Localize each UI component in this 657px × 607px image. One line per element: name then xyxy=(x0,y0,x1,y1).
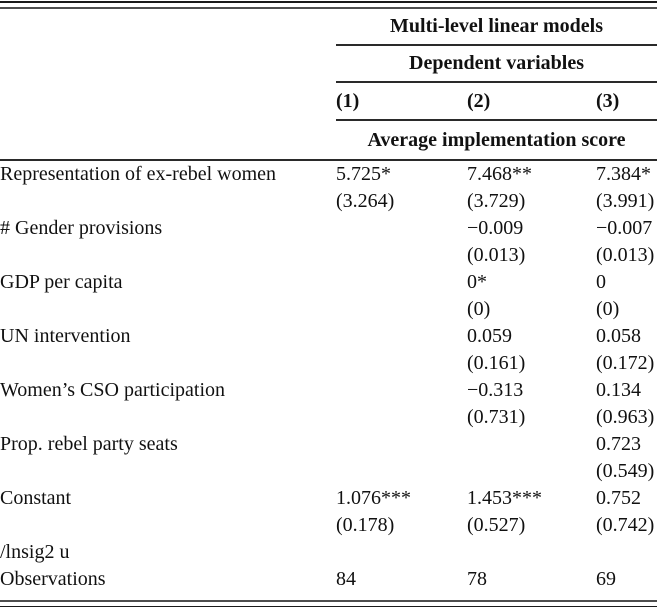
coef-cell: 1.076*** xyxy=(336,487,411,509)
se-cell: (0) xyxy=(467,298,491,320)
se-cell: (0.161) xyxy=(467,352,526,374)
model-number-2: (2) xyxy=(467,82,596,121)
se-cell xyxy=(467,458,596,485)
coef-cell: 0.058 xyxy=(596,325,641,347)
coef-cell xyxy=(336,269,467,296)
empty-cell xyxy=(0,350,336,377)
empty-cell xyxy=(0,296,336,323)
model-number-3: (3) xyxy=(596,82,657,121)
row-label: Women’s CSO participation xyxy=(0,379,226,401)
empty-cell xyxy=(0,188,336,215)
coef-cell: 7.384* xyxy=(596,163,651,185)
empty-cell xyxy=(0,242,336,269)
stat-cell: 84 xyxy=(336,568,356,590)
row-label: # Gender provisions xyxy=(0,217,163,239)
dv-header: Average implementation score xyxy=(336,120,657,161)
model-number-row: (1) (2) (3) xyxy=(0,82,657,121)
se-cell: (0.963) xyxy=(596,406,655,428)
dependent-variables-label: Dependent variables xyxy=(336,45,657,83)
coef-cell: 7.468** xyxy=(467,163,532,185)
row-label: GDP per capita xyxy=(0,271,123,293)
se-cell: (3.729) xyxy=(467,190,526,212)
stat-cell: 78 xyxy=(467,568,487,590)
table-row: UN intervention 0.059 0.058 xyxy=(0,323,657,350)
table-row-se: (0.549) xyxy=(0,458,657,485)
coef-cell: 0.723 xyxy=(596,433,641,455)
se-cell xyxy=(336,350,467,377)
se-cell: (0.172) xyxy=(596,352,655,374)
se-cell: (0.178) xyxy=(336,514,395,536)
row-label: Observations xyxy=(0,568,106,590)
row-label: Prop. rebel party seats xyxy=(0,433,178,455)
coef-cell: 5.725* xyxy=(336,163,391,185)
se-cell: (0) xyxy=(596,298,620,320)
se-cell: (0.731) xyxy=(467,406,526,428)
table-row: # Gender provisions −0.009 −0.007 xyxy=(0,215,657,242)
se-cell xyxy=(336,458,467,485)
se-cell: (0.013) xyxy=(467,244,526,266)
empty-cell xyxy=(0,458,336,485)
coef-cell: 0 xyxy=(596,271,606,293)
row-label: Constant xyxy=(0,487,72,509)
table-row: GDP per capita 0* 0 xyxy=(0,269,657,296)
se-cell: (0.742) xyxy=(596,514,655,536)
group-header-row: Multi-level linear models xyxy=(0,9,657,46)
bottom-double-rule xyxy=(0,600,657,607)
coef-cell xyxy=(336,431,467,458)
se-cell xyxy=(336,404,467,431)
stat-cell xyxy=(467,539,596,566)
stat-cell: 69 xyxy=(596,568,616,590)
empty-cell xyxy=(0,404,336,431)
empty-cell xyxy=(0,82,336,120)
coef-cell: 0* xyxy=(467,271,487,293)
se-cell xyxy=(336,296,467,323)
coef-cell xyxy=(336,377,467,404)
table-row-se: (0.178) (0.527) (0.742) xyxy=(0,512,657,539)
empty-cell xyxy=(0,120,336,161)
table-row-se: (0.731) (0.963) xyxy=(0,404,657,431)
coef-cell: −0.007 xyxy=(596,217,653,239)
stats-row: Observations 84 78 69 xyxy=(0,566,657,593)
coef-cell: −0.313 xyxy=(467,379,524,401)
stat-cell xyxy=(596,539,657,566)
regression-table: Multi-level linear models Dependent vari… xyxy=(0,9,657,593)
coef-cell: 0.059 xyxy=(467,325,512,347)
coef-cell: 0.752 xyxy=(596,487,641,509)
dependent-variables-row: Dependent variables xyxy=(0,45,657,83)
table-row: Representation of ex-rebel women 5.725* … xyxy=(0,160,657,188)
group-header: Multi-level linear models xyxy=(336,9,657,46)
se-cell: (0.527) xyxy=(467,514,526,536)
table-row-se: (0) (0) xyxy=(0,296,657,323)
dv-header-row: Average implementation score xyxy=(0,120,657,161)
top-double-rule xyxy=(0,1,657,9)
table-row-se: (0.013) (0.013) xyxy=(0,242,657,269)
row-label: Representation of ex-rebel women xyxy=(0,163,277,185)
empty-cell xyxy=(0,45,336,82)
se-cell: (0.013) xyxy=(596,244,655,266)
stat-cell xyxy=(336,539,467,566)
row-label: UN intervention xyxy=(0,325,131,347)
table-row: Women’s CSO participation −0.313 0.134 xyxy=(0,377,657,404)
coef-cell: 1.453*** xyxy=(467,487,542,509)
model-number-1: (1) xyxy=(336,82,467,121)
coef-cell: 0.134 xyxy=(596,379,641,401)
table-row: Prop. rebel party seats 0.723 xyxy=(0,431,657,458)
se-cell xyxy=(336,242,467,269)
se-cell: (3.264) xyxy=(336,190,395,212)
coef-cell: −0.009 xyxy=(467,217,524,239)
table-row-se: (3.264) (3.729) (3.991) xyxy=(0,188,657,215)
coef-cell xyxy=(336,215,467,242)
coef-cell xyxy=(467,431,596,458)
table-row-se: (0.161) (0.172) xyxy=(0,350,657,377)
empty-cell xyxy=(0,512,336,539)
table-row: Constant 1.076*** 1.453*** 0.752 xyxy=(0,485,657,512)
empty-cell xyxy=(0,9,336,45)
row-label: /lnsig2 u xyxy=(0,541,70,563)
se-cell: (0.549) xyxy=(596,460,655,482)
se-cell: (3.991) xyxy=(596,190,655,212)
coef-cell xyxy=(336,323,467,350)
stats-row: /lnsig2 u xyxy=(0,539,657,566)
